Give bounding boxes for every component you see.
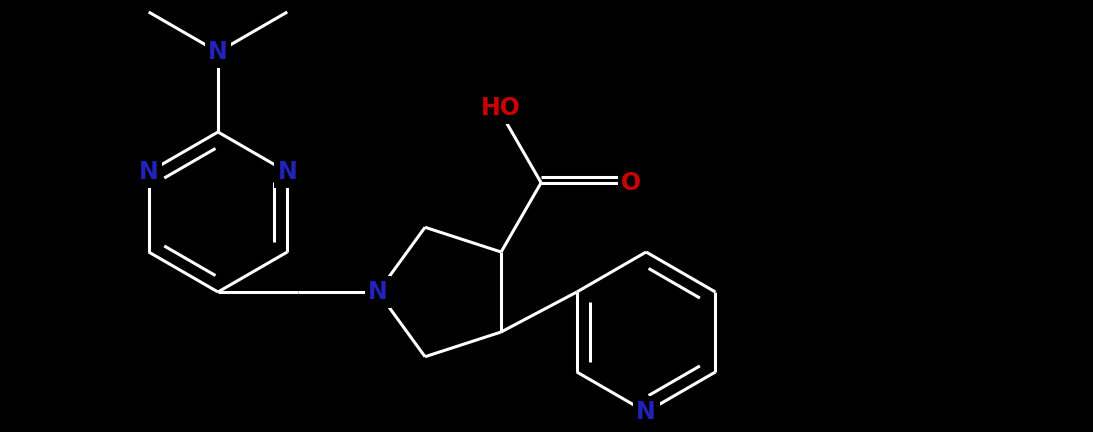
Text: N: N bbox=[208, 40, 227, 64]
Text: N: N bbox=[636, 400, 656, 424]
Text: HO: HO bbox=[481, 96, 521, 121]
Text: N: N bbox=[278, 160, 297, 184]
Text: N: N bbox=[368, 280, 388, 304]
Text: O: O bbox=[621, 171, 642, 195]
Text: N: N bbox=[139, 160, 158, 184]
